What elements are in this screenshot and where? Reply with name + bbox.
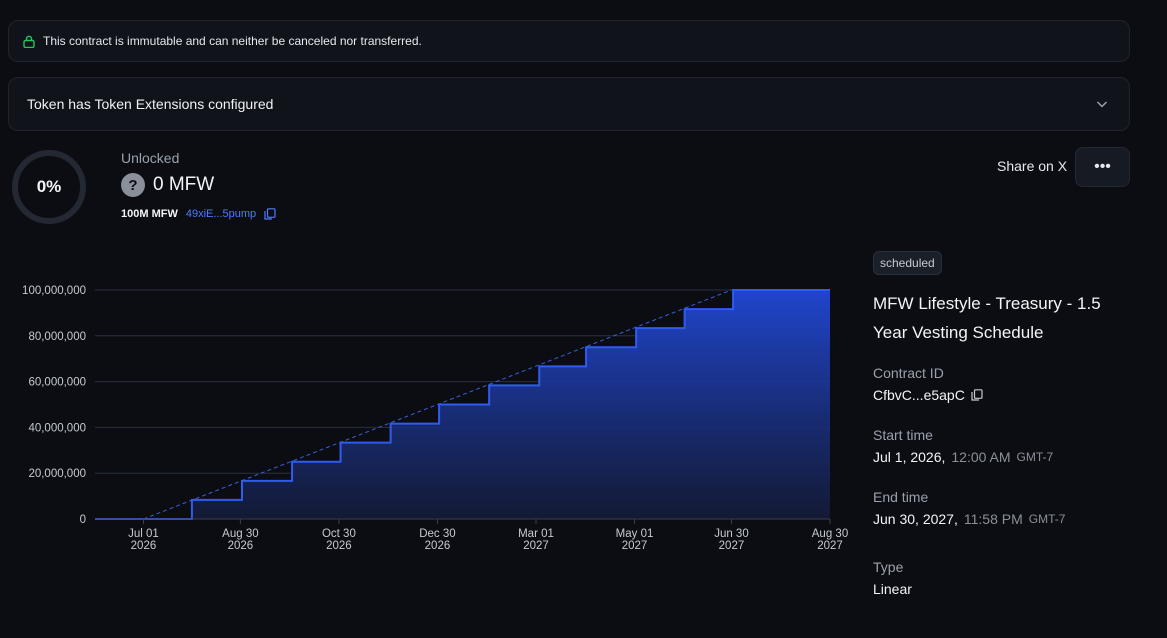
status-badge: scheduled [873, 251, 942, 275]
x-tick-label: Mar 01 [518, 528, 554, 540]
more-options-button[interactable]: ••• [1075, 147, 1130, 187]
token-supply-row: 100M MFW 49xiE...5pump [121, 208, 276, 220]
x-tick-year-label: 2027 [719, 540, 745, 552]
share-on-x-button[interactable]: Share on X [997, 158, 1068, 174]
y-tick-label: 60,000,000 [28, 377, 86, 389]
x-tick-year-label: 2026 [131, 540, 157, 552]
unlocked-amount: 0 MFW [153, 174, 215, 195]
lock-icon [23, 35, 35, 48]
x-tick-year-label: 2027 [817, 540, 843, 552]
end-timezone: GMT-7 [1028, 512, 1066, 526]
token-extensions-accordion[interactable]: Token has Token Extensions configured [8, 77, 1130, 131]
unlocked-label: Unlocked [121, 150, 180, 166]
y-tick-label: 0 [80, 514, 86, 526]
type-value: Linear [873, 581, 912, 597]
end-clock: 11:58 PM [963, 511, 1023, 527]
contract-details: scheduled MFW Lifestyle - Treasury - 1.5… [873, 251, 1163, 597]
end-time-row: Jun 30, 2027, 11:58 PM GMT-7 [873, 511, 1163, 527]
contract-id-row: CfbvC...e5apC [873, 387, 1163, 403]
x-tick-label: May 01 [616, 528, 654, 540]
start-date: Jul 1, 2026, [873, 449, 946, 465]
y-tick-label: 80,000,000 [28, 331, 86, 343]
contract-id-section: Contract ID CfbvC...e5apC [873, 365, 1163, 403]
unlocked-amount-row: ? 0 MFW [121, 173, 214, 197]
chevron-down-icon[interactable] [1095, 97, 1109, 111]
token-address-link[interactable]: 49xiE...5pump [185, 208, 257, 220]
x-tick-label: Dec 30 [419, 528, 455, 540]
end-time-section: End time Jun 30, 2027, 11:58 PM GMT-7 [873, 489, 1163, 527]
contract-id-value: CfbvC...e5apC [873, 387, 965, 403]
x-tick-label: Aug 30 [222, 528, 258, 540]
start-time-label: Start time [873, 427, 933, 443]
x-tick-year-label: 2026 [228, 540, 254, 552]
x-tick-year-label: 2026 [326, 540, 352, 552]
vesting-step-line [95, 289, 830, 520]
start-clock: 12:00 AM [951, 449, 1011, 465]
start-time-row: Jul 1, 2026, 12:00 AM GMT-7 [873, 449, 1163, 465]
end-date: Jun 30, 2027, [873, 511, 958, 527]
end-time-label: End time [873, 489, 929, 505]
token-question-icon: ? [121, 173, 145, 197]
unlock-progress-ring: 0% [12, 150, 86, 224]
start-time-section: Start time Jul 1, 2026, 12:00 AM GMT-7 [873, 427, 1163, 465]
type-section: Type Linear [873, 559, 1163, 597]
vesting-chart: 0 20,000,000 40,000,000 60,000,000 80,000,00… [22, 285, 848, 552]
y-tick-label: 40,000,000 [28, 422, 86, 434]
immutable-banner: This contract is immutable and can neith… [8, 20, 1130, 62]
linear-reference-line [143, 289, 732, 520]
type-label: Type [873, 559, 904, 575]
x-tick-year-label: 2027 [523, 540, 549, 552]
total-amount: 100M MFW [121, 208, 178, 220]
x-tick-label: Jun 30 [714, 528, 749, 540]
x-tick-label: Jul 01 [128, 528, 159, 540]
x-tick-label: Aug 30 [812, 528, 848, 540]
y-tick-label: 100,000,000 [22, 285, 86, 297]
x-tick-label: Oct 30 [322, 528, 356, 540]
token-extensions-label: Token has Token Extensions configured [27, 96, 274, 112]
copy-icon[interactable] [971, 389, 983, 401]
x-tick-year-label: 2027 [622, 540, 648, 552]
contract-title: MFW Lifestyle - Treasury - 1.5 Year Vest… [873, 294, 1101, 342]
unlock-percent: 0% [36, 177, 62, 196]
y-tick-label: 20,000,000 [28, 468, 86, 480]
copy-icon[interactable] [264, 208, 276, 220]
banner-text: This contract is immutable and can neith… [43, 34, 422, 48]
start-timezone: GMT-7 [1016, 450, 1054, 464]
contract-id-label: Contract ID [873, 365, 944, 381]
x-tick-year-label: 2026 [425, 540, 451, 552]
